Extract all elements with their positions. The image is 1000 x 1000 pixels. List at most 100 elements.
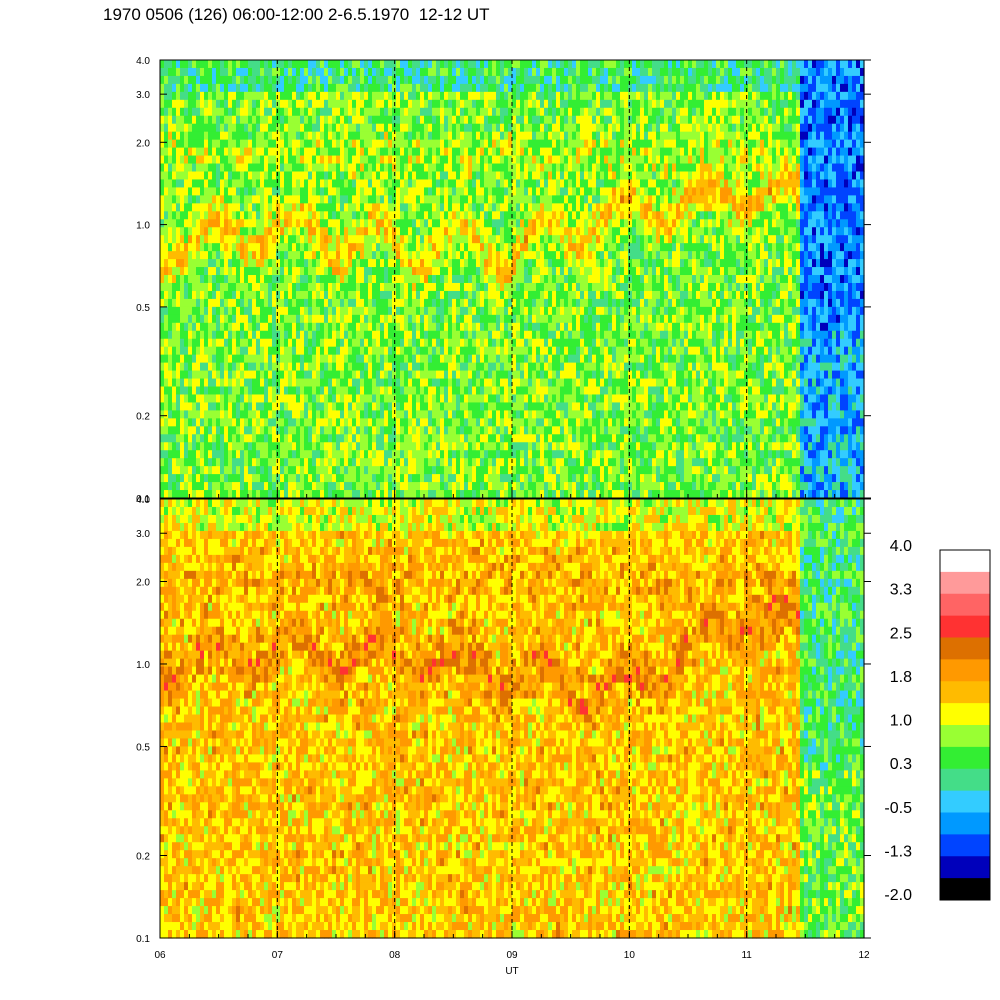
heatmap-cell [204, 219, 209, 228]
heatmap-cell [348, 67, 353, 77]
heatmap-cell [332, 482, 337, 491]
heatmap-cell [176, 243, 181, 252]
heatmap-cell [368, 306, 373, 316]
heatmap-cell [408, 67, 413, 77]
heatmap-cell [324, 482, 329, 491]
heatmap-cell [364, 418, 369, 427]
heatmap-cell [440, 187, 445, 196]
heatmap-cell [448, 474, 453, 483]
heatmap-cell [404, 75, 409, 85]
heatmap-cell [480, 362, 485, 372]
heatmap-cell [236, 442, 241, 451]
heatmap-cell [404, 370, 409, 380]
heatmap-cell [232, 91, 237, 101]
heatmap-cell [384, 330, 389, 340]
heatmap-cell [384, 410, 389, 419]
heatmap-cell [448, 306, 453, 316]
heatmap-cell [316, 298, 321, 308]
heatmap-cell [284, 386, 289, 396]
heatmap-cell [284, 155, 289, 165]
heatmap-cell [204, 155, 209, 165]
heatmap-cell [512, 67, 517, 77]
heatmap-cell [416, 131, 421, 141]
heatmap-cell [268, 163, 273, 173]
heatmap-cell [476, 187, 481, 196]
heatmap-cell [160, 314, 165, 324]
heatmap-cell [428, 450, 433, 459]
heatmap-cell [284, 290, 289, 300]
heatmap-cell [400, 290, 405, 300]
heatmap-cell [428, 187, 433, 196]
heatmap-cell [396, 346, 401, 356]
heatmap-cell [480, 203, 485, 212]
heatmap-cell [172, 306, 177, 316]
heatmap-cell [296, 282, 301, 292]
heatmap-cell [388, 346, 393, 356]
heatmap-cell [288, 243, 293, 252]
heatmap-cell [260, 306, 265, 316]
heatmap-cell [392, 243, 397, 252]
heatmap-cell [424, 275, 429, 284]
heatmap-cell [400, 298, 405, 308]
heatmap-cell [412, 386, 417, 396]
heatmap-cell [204, 267, 209, 276]
heatmap-cell [300, 75, 305, 85]
heatmap-cell [480, 330, 485, 340]
heatmap-cell [460, 259, 465, 268]
heatmap-cell [216, 370, 221, 380]
heatmap-cell [160, 107, 165, 117]
heatmap-cell [308, 163, 313, 173]
heatmap-cell [336, 147, 341, 157]
heatmap-cell [348, 386, 353, 396]
heatmap-cell [520, 386, 525, 396]
heatmap-cell [436, 306, 441, 316]
heatmap-cell [352, 211, 357, 220]
heatmap-cell [336, 235, 341, 244]
heatmap-cell [308, 107, 313, 117]
heatmap-cell [324, 147, 329, 157]
heatmap-cell [212, 386, 217, 396]
heatmap-cell [408, 251, 413, 260]
heatmap-cell [432, 75, 437, 85]
heatmap-cell [372, 267, 377, 276]
heatmap-cell [308, 346, 313, 356]
heatmap-cell [480, 458, 485, 467]
heatmap-cell [224, 99, 229, 109]
heatmap-cell [220, 147, 225, 157]
heatmap-cell [288, 346, 293, 356]
heatmap-cell [492, 338, 497, 348]
heatmap-cell [204, 67, 209, 77]
heatmap-cell [316, 91, 321, 101]
heatmap-cell [216, 171, 221, 181]
heatmap-cell [492, 131, 497, 141]
heatmap-cell [172, 179, 177, 189]
heatmap-cell [176, 474, 181, 483]
heatmap-cell [396, 314, 401, 324]
heatmap-cell [444, 107, 449, 117]
heatmap-cell [460, 322, 465, 332]
heatmap-cell [448, 91, 453, 101]
heatmap-cell [224, 75, 229, 85]
heatmap-cell [488, 227, 493, 236]
heatmap-cell [432, 322, 437, 332]
heatmap-cell [400, 243, 405, 252]
heatmap-cell [364, 83, 369, 93]
heatmap-cell [476, 314, 481, 324]
heatmap-cell [520, 267, 525, 276]
heatmap-cell [420, 426, 425, 435]
heatmap-cell [168, 227, 173, 236]
heatmap-cell [276, 275, 281, 284]
heatmap-cell [492, 298, 497, 308]
heatmap-cell [408, 378, 413, 388]
heatmap-cell [476, 354, 481, 364]
heatmap-cell [244, 275, 249, 284]
heatmap-cell [492, 466, 497, 475]
heatmap-cell [404, 171, 409, 181]
heatmap-cell [496, 290, 501, 300]
heatmap-cell [328, 410, 333, 419]
heatmap-cell [264, 410, 269, 419]
heatmap-cell [292, 195, 297, 204]
heatmap-cell [488, 155, 493, 165]
heatmap-cell [228, 243, 233, 252]
heatmap-cell [400, 203, 405, 212]
